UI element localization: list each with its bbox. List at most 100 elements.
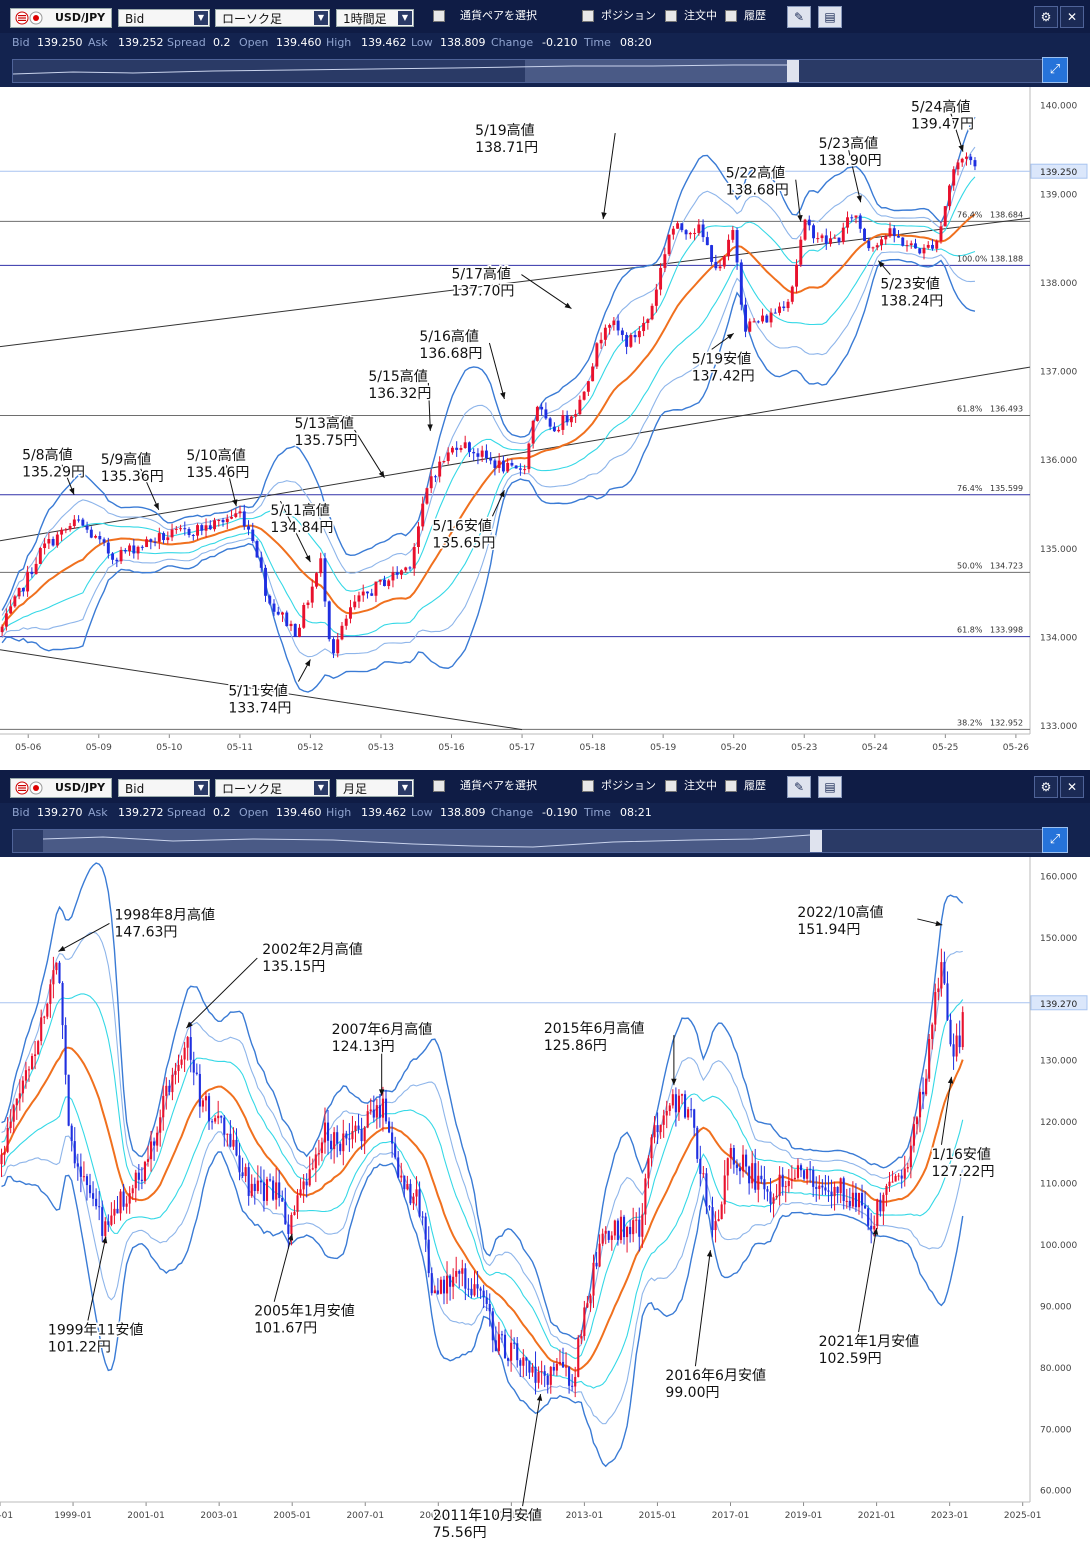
navigator-window[interactable] [525, 60, 787, 82]
candle [196, 523, 199, 540]
candle [81, 517, 85, 527]
candle-body [748, 1166, 751, 1184]
navigator-window[interactable] [43, 830, 810, 852]
candle [897, 1173, 900, 1181]
candle [26, 565, 30, 597]
candle-body [863, 228, 866, 241]
history-checkbox[interactable] [725, 780, 737, 792]
candle-body [876, 1199, 879, 1226]
candle-body [433, 1290, 436, 1294]
candle-body [940, 962, 943, 989]
candle [513, 1337, 516, 1350]
monthly-candlestick-chart[interactable]: 160.000150.000140.000130.000120.000110.0… [0, 857, 1090, 1553]
candle-body [211, 1121, 214, 1123]
candle-body [607, 1230, 610, 1240]
candle [589, 1293, 592, 1312]
candle [281, 1190, 284, 1202]
annotation-value: 101.22円 [48, 1340, 111, 1356]
candle-body [442, 461, 446, 463]
chart-window-button[interactable]: ▤ [818, 776, 842, 798]
close-button[interactable]: ✕ [1060, 6, 1084, 28]
draw-tool-button[interactable]: ✎ [787, 776, 811, 798]
settings-button[interactable]: ⚙ [1034, 6, 1058, 28]
high-value: 139.462 [361, 36, 407, 49]
history-checkbox[interactable] [725, 10, 737, 22]
candle-body [61, 982, 64, 1026]
price-type-select[interactable]: Bid ▼ [118, 779, 210, 797]
annotation-arrow-line [488, 342, 505, 400]
candle [275, 1167, 278, 1210]
timeframe-select[interactable]: 月足 ▼ [336, 779, 414, 797]
candle-body [757, 1175, 760, 1190]
timeframe-select[interactable]: 1時間足 ▼ [336, 9, 414, 27]
chart-window-button[interactable]: ▤ [818, 6, 842, 28]
candle-body [290, 1214, 293, 1234]
candle-body [374, 581, 378, 596]
expand-button[interactable]: ⤢ [1042, 57, 1068, 83]
price-type-select[interactable]: Bid ▼ [118, 9, 210, 27]
candle-body [473, 1284, 476, 1296]
orders-checkbox[interactable] [665, 780, 677, 792]
candle [47, 532, 51, 550]
candle-body [812, 1170, 815, 1187]
candle-body [816, 238, 820, 240]
candle-body [610, 1235, 613, 1240]
low-label: Low [411, 36, 433, 49]
candle [433, 1285, 436, 1294]
candle [489, 452, 493, 465]
chevron-down-icon: ▼ [314, 11, 328, 25]
candle-body [841, 227, 845, 243]
currency-pair-selector[interactable]: USD/JPY [10, 778, 112, 798]
candle-body [731, 230, 735, 240]
candle [625, 332, 629, 355]
chart-type-select[interactable]: ローソク足 ▼ [215, 9, 330, 27]
x-tick-label: 2017-01 [712, 1511, 750, 1521]
chart-type-select[interactable]: ローソク足 ▼ [215, 779, 330, 797]
candle-body [67, 1074, 70, 1126]
candle-body [790, 1179, 793, 1181]
candle [876, 1198, 879, 1230]
navigator-scrollbar[interactable] [12, 829, 1059, 853]
navigator-handle[interactable] [810, 830, 822, 852]
settings-button[interactable]: ⚙ [1034, 776, 1058, 798]
close-button[interactable]: ✕ [1060, 776, 1084, 798]
navigator-scrollbar[interactable] [12, 59, 1059, 83]
candle-body [397, 1157, 400, 1178]
candle-body [348, 1138, 351, 1140]
expand-button[interactable]: ⤢ [1042, 827, 1068, 853]
position-checkbox[interactable] [582, 780, 594, 792]
time-value: 08:21 [620, 806, 652, 819]
candle-body [9, 1121, 12, 1128]
candle-body [956, 162, 960, 170]
candle-body [720, 1204, 723, 1220]
select-pair-checkbox[interactable] [433, 780, 445, 792]
candle [638, 1207, 641, 1252]
candle-body [268, 595, 272, 604]
candle [72, 515, 76, 529]
candle-body [735, 230, 739, 263]
currency-pair-selector[interactable]: USD/JPY [10, 8, 112, 28]
candle-body [654, 289, 658, 306]
annotation-value: 101.67円 [254, 1321, 317, 1337]
candle [839, 1177, 842, 1204]
window-icon: ▤ [824, 780, 836, 794]
candle-body [549, 1366, 552, 1385]
draw-tool-button[interactable]: ✎ [787, 6, 811, 28]
candle [906, 1162, 909, 1173]
hourly-candlestick-chart[interactable]: 140.000 139.000 138.000 137.000 136.000 135.0… [0, 87, 1090, 766]
candle [754, 1148, 757, 1193]
annotation-arrowhead [726, 333, 734, 340]
position-checkbox[interactable] [582, 10, 594, 22]
candle-body [761, 315, 765, 322]
candle [285, 610, 289, 627]
candle [366, 591, 369, 599]
select-pair-checkbox[interactable] [433, 10, 445, 22]
candle-body [931, 244, 934, 249]
annotation-title: 2005年1月安値 [254, 1304, 355, 1320]
orders-checkbox[interactable] [665, 10, 677, 22]
candle-body [787, 1180, 790, 1187]
candle-body [595, 1262, 598, 1267]
navigator-handle[interactable] [787, 60, 799, 82]
candle [111, 552, 115, 565]
